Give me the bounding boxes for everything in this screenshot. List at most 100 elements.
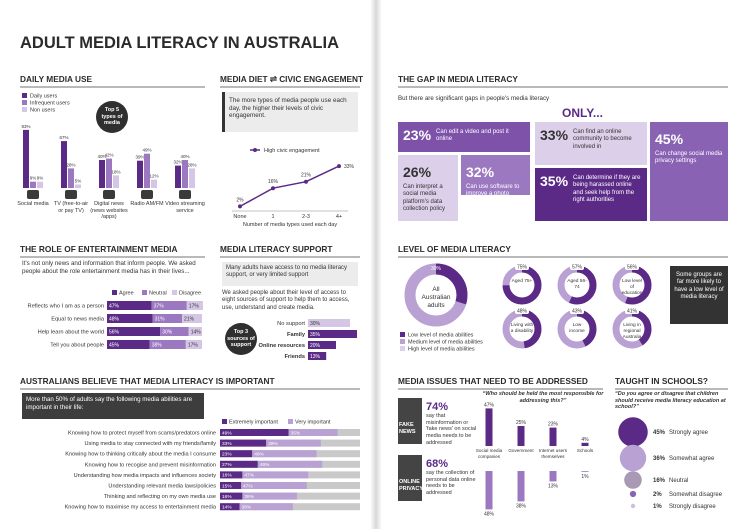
bar [23, 129, 29, 188]
bar [308, 330, 357, 338]
value-label: 16% [222, 473, 232, 479]
note: Some groups are far more likely to have … [674, 272, 724, 300]
legend-swatch [22, 100, 27, 105]
value-label: 49% [142, 148, 151, 153]
note-box [670, 266, 728, 324]
value-label: 47% [109, 304, 120, 310]
donut-label: All Australian adults [421, 286, 451, 309]
item-label: Strongly agree [669, 430, 709, 436]
tile [398, 155, 458, 221]
issue-value: 74% [426, 401, 448, 413]
bar-segment [220, 439, 267, 447]
value-label: 13% [548, 483, 559, 489]
bubble [629, 490, 637, 498]
value-label: 27% [222, 462, 232, 468]
bar [61, 141, 67, 188]
category-label: TV (free-to-air or pay TV) [53, 201, 89, 214]
bar-segment [186, 301, 203, 310]
row-label: Reflects who I am as a person [27, 304, 104, 310]
legend-swatch [288, 419, 293, 424]
value-label: 9% [30, 176, 37, 181]
value-label-bg [570, 307, 584, 314]
legend-label: Extremely important [229, 420, 278, 426]
value-label: 41% [627, 309, 638, 315]
value-label: 37% [154, 304, 165, 310]
value-label: 40% [180, 154, 189, 159]
item-label: Strongly disagree [669, 504, 716, 510]
bar-segment [182, 314, 202, 323]
value-label: 56% [109, 330, 120, 336]
legend-dot [253, 148, 257, 152]
section-heading: MEDIA ISSUES THAT NEED TO BE ADDRESSED [398, 376, 588, 386]
issue-value: 68% [426, 458, 448, 470]
value-label-bg [625, 263, 639, 270]
tile [535, 168, 647, 221]
legend-label: Non users [30, 108, 55, 114]
bar [485, 408, 493, 446]
donut-label: Living with a disability [510, 323, 534, 334]
bar [308, 341, 336, 349]
section-heading: MEDIA LITERACY SUPPORT [220, 244, 332, 254]
value-label: 35% [291, 430, 301, 436]
value-label: 1% [653, 504, 662, 510]
text: We asked people about their level of acc… [222, 290, 350, 311]
point [304, 179, 308, 184]
media-icon [65, 190, 77, 199]
value-label: 15% [222, 483, 232, 489]
bar-segment [239, 503, 293, 511]
row-label: Online resources [259, 343, 305, 349]
value-label: 30% [162, 330, 173, 336]
value-label: 12% [149, 174, 158, 179]
bar-segment [220, 460, 258, 468]
row-label: Knowing how to protect myself from scams… [68, 431, 216, 437]
value-label: 17% [189, 304, 200, 310]
value-label: 48% [484, 511, 495, 517]
section-heading: AUSTRALIANS BELIEVE THAT MEDIA LITERACY … [20, 376, 275, 386]
tile-text: Can change social media privacy settings [655, 151, 723, 165]
value-label: 45% [109, 343, 120, 349]
category-label: Social media companies [475, 448, 503, 459]
bubble [619, 444, 647, 472]
section-heading: THE ROLE OF ENTERTAINMENT MEDIA [20, 244, 177, 254]
value-label: 21% [301, 173, 312, 179]
media-icon [103, 190, 115, 199]
value-label: 39% [244, 494, 254, 500]
bar [485, 471, 493, 510]
tile-text: Can use software to improve a photo [466, 184, 520, 198]
value-label: 75% [517, 265, 528, 271]
bar-segment [107, 314, 153, 323]
value-label: 38% [242, 505, 252, 511]
value-label: 49% [222, 430, 232, 436]
issue-label: FAKE NEWS [399, 422, 416, 435]
value-label: 39% [268, 441, 278, 447]
tile-content: 45% Can change social media privacy setti… [655, 127, 723, 166]
bar [308, 352, 327, 360]
value-label: 2% [653, 492, 662, 498]
legend-label: Infrequent users [30, 101, 70, 107]
category-label: Radio AM/FM [130, 201, 164, 207]
row-label: Help learn about the world [38, 330, 104, 336]
bar [517, 471, 525, 502]
row-label: Knowing how to maximise my access to ent… [65, 505, 217, 511]
category-label: Schools [576, 448, 594, 453]
legend-label: Agree [119, 291, 134, 297]
value-label: 2% [236, 197, 244, 203]
legend-swatch [400, 332, 405, 337]
tile-value: 32% [466, 164, 495, 180]
x-axis-label: Number of media types used each day [243, 222, 337, 228]
bar [113, 175, 119, 188]
category-label: Social media [17, 201, 49, 207]
bar-segment [151, 301, 187, 310]
line [239, 165, 340, 208]
text: It's not only news and information that … [22, 260, 196, 275]
value-label: 39% [135, 155, 144, 160]
item-label: Somewhat disagree [669, 492, 723, 498]
category-label: Internet users themselves [538, 448, 568, 459]
text-box [222, 92, 358, 132]
legend-label: Low level of media abilities [408, 333, 474, 339]
value-label: 4% [581, 437, 589, 443]
value-label-bg [515, 263, 529, 270]
bar [189, 168, 195, 188]
point [337, 164, 341, 169]
row-label: Tell you about people [50, 343, 104, 349]
